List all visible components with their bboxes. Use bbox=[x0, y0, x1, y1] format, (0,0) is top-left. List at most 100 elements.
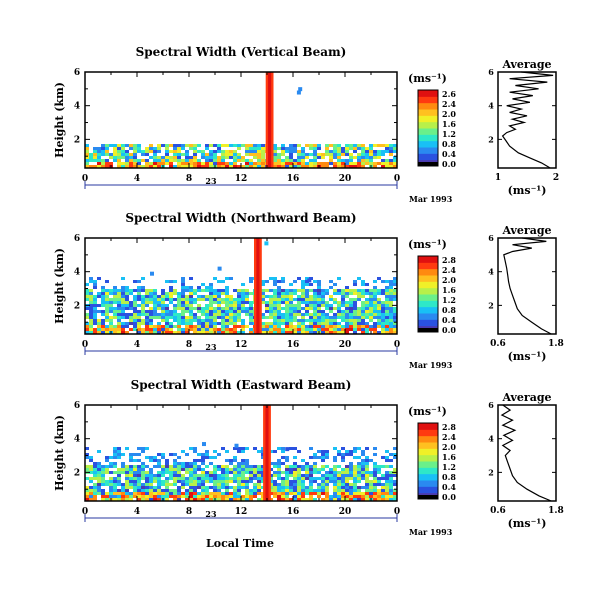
heatmap-cell bbox=[113, 486, 117, 489]
heatmap-cell bbox=[353, 144, 357, 147]
heatmap-cell bbox=[329, 325, 333, 328]
heatmap-cell bbox=[289, 298, 293, 301]
colorbar-segment bbox=[418, 153, 438, 161]
heatmap-cell bbox=[353, 162, 357, 165]
heatmap-cell bbox=[129, 471, 133, 474]
heatmap-cell bbox=[357, 295, 361, 298]
colorbar-segment bbox=[418, 140, 438, 148]
heatmap-cell bbox=[357, 298, 361, 301]
heatmap-cell bbox=[145, 165, 149, 168]
heatmap-cell bbox=[365, 459, 369, 462]
heatmap-cell bbox=[393, 480, 397, 483]
heatmap-cell bbox=[173, 477, 177, 480]
heatmap-cell bbox=[337, 316, 341, 319]
heatmap-cell bbox=[101, 489, 105, 492]
heatmap-cell bbox=[333, 325, 337, 328]
heatmap-cell bbox=[133, 316, 137, 319]
heatmap-cell bbox=[185, 304, 189, 307]
heatmap-cell bbox=[361, 153, 365, 156]
heatmap-cell bbox=[393, 298, 397, 301]
heatmap-cell bbox=[89, 456, 93, 459]
heatmap-cell bbox=[113, 480, 117, 483]
heatmap-cell bbox=[185, 489, 189, 492]
heatmap-cell bbox=[241, 474, 245, 477]
heatmap-cell bbox=[297, 325, 301, 328]
heatmap-cell bbox=[213, 292, 217, 295]
heatmap-cell bbox=[285, 328, 289, 331]
heatmap-cell bbox=[261, 322, 265, 325]
heatmap-cell bbox=[269, 450, 273, 453]
heatmap-cell bbox=[217, 483, 221, 486]
heatmap-cell bbox=[165, 310, 169, 313]
heatmap-cell bbox=[233, 316, 237, 319]
heatmap-cell bbox=[301, 307, 305, 310]
heatmap-cell bbox=[193, 289, 197, 292]
heatmap-cell bbox=[341, 480, 345, 483]
heatmap-cell bbox=[141, 468, 145, 471]
colorbar-segment bbox=[418, 435, 438, 443]
heatmap-cell bbox=[385, 159, 389, 162]
heatmap-cell bbox=[349, 319, 353, 322]
colorbar-tick-label: 0.0 bbox=[442, 325, 456, 335]
colorbar-segment bbox=[418, 319, 438, 327]
heatmap-cell bbox=[89, 465, 93, 468]
heatmap-cell bbox=[121, 150, 125, 153]
heatmap-cell bbox=[361, 471, 365, 474]
heatmap-cell bbox=[93, 319, 97, 322]
heatmap-cell bbox=[341, 492, 345, 495]
heatmap-cell bbox=[249, 277, 253, 280]
heatmap-cell bbox=[261, 280, 265, 283]
heatmap-cell bbox=[365, 465, 369, 468]
heatmap-cell bbox=[313, 498, 317, 501]
average-profile-line bbox=[501, 71, 554, 169]
heatmap-cell bbox=[113, 144, 117, 147]
heatmap-cell bbox=[245, 325, 249, 328]
heatmap-cell bbox=[153, 474, 157, 477]
heatmap-cell bbox=[297, 313, 301, 316]
heatmap-cell bbox=[325, 147, 329, 150]
heatmap-cell bbox=[117, 483, 121, 486]
heatmap-cell bbox=[333, 313, 337, 316]
heatmap-cell bbox=[285, 459, 289, 462]
heatmap-cell bbox=[133, 301, 137, 304]
heatmap-cell bbox=[241, 322, 245, 325]
heatmap-cell bbox=[189, 165, 193, 168]
heatmap-cell bbox=[361, 495, 365, 498]
heatmap-cell bbox=[253, 147, 257, 150]
heatmap-cell bbox=[329, 319, 333, 322]
heatmap-cell bbox=[361, 462, 365, 465]
heatmap-cell bbox=[169, 289, 173, 292]
heatmap-cell bbox=[245, 301, 249, 304]
heatmap-cell bbox=[385, 150, 389, 153]
heatmap-cell bbox=[345, 150, 349, 153]
heatmap-cell bbox=[193, 147, 197, 150]
heatmap-cell bbox=[149, 307, 153, 310]
x-tick-label: 12 bbox=[235, 340, 248, 350]
heatmap-cell bbox=[157, 295, 161, 298]
heatmap-cell bbox=[381, 456, 385, 459]
heatmap-cell bbox=[145, 301, 149, 304]
heatmap-cell bbox=[277, 301, 281, 304]
heatmap-cell bbox=[261, 325, 265, 328]
heatmap-cell bbox=[269, 298, 273, 301]
heatmap-cell bbox=[357, 465, 361, 468]
heatmap-cell bbox=[149, 316, 153, 319]
heatmap-cell bbox=[125, 465, 129, 468]
heatmap-cell bbox=[261, 328, 265, 331]
heatmap-cell bbox=[169, 316, 173, 319]
heatmap-cell bbox=[321, 310, 325, 313]
heatmap-cell bbox=[201, 307, 205, 310]
heatmap-cell bbox=[121, 471, 125, 474]
heatmap-cell bbox=[109, 489, 113, 492]
heatmap-cell bbox=[289, 480, 293, 483]
heatmap-cell bbox=[341, 447, 345, 450]
heatmap-cell bbox=[225, 465, 229, 468]
heatmap-cell bbox=[201, 165, 205, 168]
heatmap-cell bbox=[353, 150, 357, 153]
heatmap-cell bbox=[365, 489, 369, 492]
heatmap-cell bbox=[129, 486, 133, 489]
heatmap-cell bbox=[277, 483, 281, 486]
average-x-label: (ms⁻¹) bbox=[508, 184, 547, 197]
heatmap-cell bbox=[89, 295, 93, 298]
heatmap-cell bbox=[181, 319, 185, 322]
